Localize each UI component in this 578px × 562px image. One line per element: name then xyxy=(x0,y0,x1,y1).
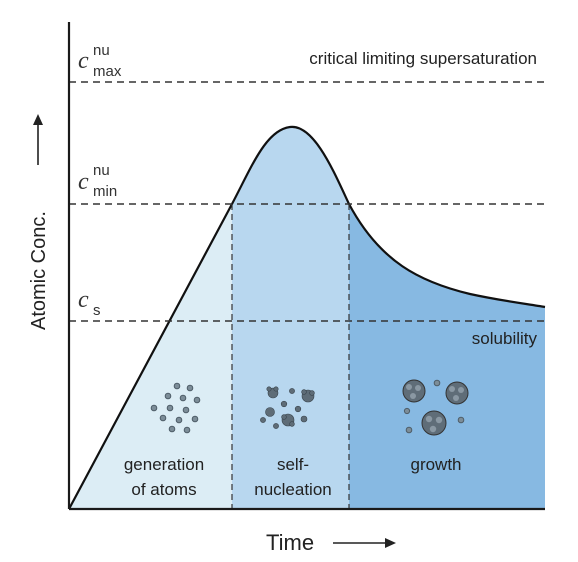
cs-subscript: s xyxy=(93,302,101,319)
arrow-up-icon xyxy=(33,114,43,165)
stage-nucleation-region xyxy=(232,126,349,509)
cs-symbol: c xyxy=(78,287,89,313)
stage-nucleation-label-line2: nucleation xyxy=(254,480,332,499)
atom-particles-icon xyxy=(150,382,201,434)
grown-particles-icon xyxy=(402,379,469,436)
arrow-right-icon xyxy=(333,538,396,548)
stage-generation-label-line2: of atoms xyxy=(131,480,196,499)
stage-nucleation-label-line1: self- xyxy=(277,455,309,474)
stage-generation-label-line1: generation xyxy=(124,455,204,474)
solubility-label: solubility xyxy=(472,329,538,348)
cmin-superscript: nu xyxy=(93,162,110,179)
cmax-superscript: nu xyxy=(93,42,110,59)
y-axis-label: Atomic Conc. xyxy=(28,211,50,330)
cmin-subscript: min xyxy=(93,183,117,200)
cmin-symbol: c xyxy=(78,169,89,195)
cmax-subscript: max xyxy=(93,63,122,80)
stage-growth-label: growth xyxy=(410,455,461,474)
cmax-symbol: c xyxy=(78,48,89,74)
x-axis-label: Time xyxy=(266,530,314,555)
critical-supersaturation-label: critical limiting supersaturation xyxy=(309,49,537,68)
nuclei-clusters-icon xyxy=(260,386,315,429)
stage-growth-region xyxy=(349,204,545,509)
